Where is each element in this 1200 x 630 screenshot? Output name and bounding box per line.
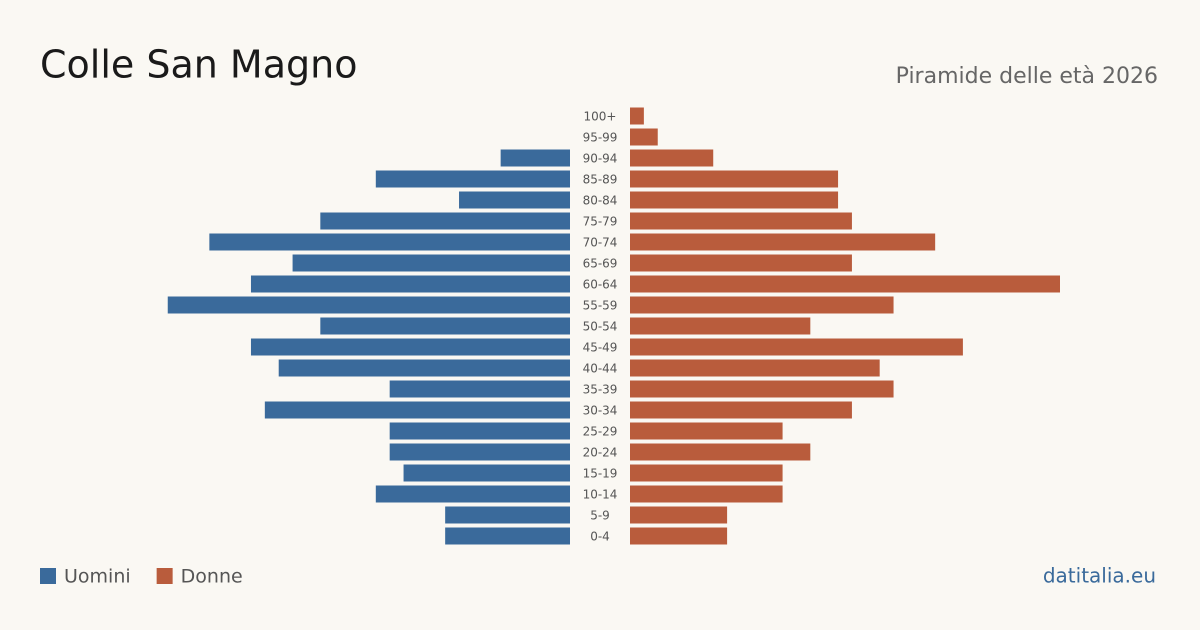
bar: [630, 212, 852, 230]
age-label: 75-79: [583, 215, 618, 229]
age-label: 100+: [584, 110, 617, 124]
age-label: 85-89: [583, 173, 618, 187]
bar: [250, 338, 570, 356]
legend-swatch: [40, 568, 56, 584]
bar: [264, 401, 570, 419]
bar: [630, 107, 644, 125]
bar: [630, 128, 658, 146]
chart-title: Colle San Magno: [40, 43, 357, 87]
bar: [375, 170, 570, 188]
age-label: 20-24: [583, 446, 618, 460]
bar: [320, 317, 570, 335]
bar: [630, 149, 714, 167]
source: datitalia.eu: [1043, 564, 1156, 588]
age-label: 50-54: [583, 320, 618, 334]
age-label: 55-59: [583, 299, 618, 313]
age-label: 65-69: [583, 257, 618, 271]
bar: [403, 464, 570, 482]
bar: [389, 443, 570, 461]
age-label: 30-34: [583, 404, 618, 418]
legend-label: Donne: [181, 566, 243, 588]
age-label: 35-39: [583, 383, 618, 397]
bar: [630, 233, 936, 251]
bar: [630, 275, 1060, 293]
bar: [630, 317, 811, 335]
bar: [630, 401, 852, 419]
bar: [630, 254, 852, 272]
bar: [630, 464, 783, 482]
age-label: 25-29: [583, 425, 618, 439]
age-label: 95-99: [583, 131, 618, 145]
bar: [209, 233, 570, 251]
bar: [630, 191, 839, 209]
bar: [630, 359, 880, 377]
age-label: 5-9: [590, 509, 610, 523]
age-label: 40-44: [583, 362, 618, 376]
bar: [500, 149, 570, 167]
bar: [250, 275, 570, 293]
age-label: 45-49: [583, 341, 618, 355]
bar: [630, 338, 963, 356]
bar: [630, 380, 894, 398]
age-label: 10-14: [583, 488, 618, 502]
bar: [630, 527, 728, 545]
age-label: 60-64: [583, 278, 618, 292]
bar: [375, 485, 570, 503]
bar: [278, 359, 570, 377]
bar: [459, 191, 570, 209]
age-label: 90-94: [583, 152, 618, 166]
bar: [630, 296, 894, 314]
bar: [167, 296, 570, 314]
bar: [292, 254, 570, 272]
age-label: 0-4: [590, 530, 610, 544]
age-label: 80-84: [583, 194, 618, 208]
bar: [630, 485, 783, 503]
bar: [630, 422, 783, 440]
bar: [630, 506, 728, 524]
bar: [389, 380, 570, 398]
bar: [445, 506, 570, 524]
age-label: 70-74: [583, 236, 618, 250]
bar: [630, 443, 811, 461]
bar: [630, 170, 839, 188]
age-label: 15-19: [583, 467, 618, 481]
legend-label: Uomini: [64, 566, 131, 588]
chart-subtitle: Piramide delle età 2026: [896, 64, 1158, 89]
bar: [389, 422, 570, 440]
bar: [320, 212, 570, 230]
legend-swatch: [156, 568, 173, 584]
bar: [445, 527, 570, 545]
